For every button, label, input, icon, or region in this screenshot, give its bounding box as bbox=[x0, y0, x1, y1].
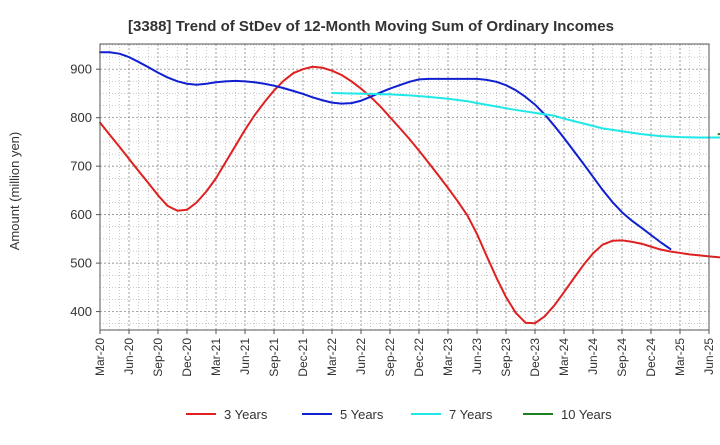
x-tick-label: Mar-22 bbox=[325, 338, 339, 376]
x-tick-label: Mar-23 bbox=[441, 338, 455, 376]
x-tick-label: Sep-24 bbox=[615, 338, 629, 377]
y-tick-label: 900 bbox=[70, 62, 92, 77]
x-tick-label: Jun-25 bbox=[702, 338, 716, 375]
x-tick-layer: Mar-20 Jun-20 Sep-20 Dec-20 Mar-21 Jun-21 Sep-… bbox=[93, 330, 716, 377]
x-tick-label: Mar-25 bbox=[673, 338, 687, 376]
y-tick-label: 700 bbox=[70, 159, 92, 174]
x-tick-label: Jun-20 bbox=[122, 338, 136, 375]
x-tick-label: Jun-24 bbox=[586, 338, 600, 375]
legend-label-7-years: 7 Years bbox=[449, 407, 493, 422]
legend-label-10-years: 10 Years bbox=[561, 407, 612, 422]
series-line-5-years bbox=[99, 51, 672, 251]
x-tick-label: Sep-23 bbox=[499, 338, 513, 377]
x-tick-label: Sep-21 bbox=[267, 338, 281, 377]
x-tick-label: Sep-20 bbox=[151, 338, 165, 377]
x-tick-label: Jun-21 bbox=[238, 338, 252, 375]
y-tick-label: 600 bbox=[70, 207, 92, 222]
y-axis-label: Amount (million yen) bbox=[7, 132, 22, 251]
x-tick-label: Mar-20 bbox=[93, 338, 107, 376]
y-tick-label: 500 bbox=[70, 256, 92, 271]
x-tick-label: Dec-23 bbox=[528, 338, 542, 377]
x-tick-label: Sep-22 bbox=[383, 338, 397, 377]
x-tick-label: Dec-22 bbox=[412, 338, 426, 377]
x-tick-label: Dec-21 bbox=[296, 338, 310, 377]
y-tick-label: 800 bbox=[70, 110, 92, 125]
x-tick-label: Dec-24 bbox=[644, 338, 658, 377]
x-tick-label: Mar-24 bbox=[557, 338, 571, 376]
x-tick-label: Mar-21 bbox=[209, 338, 223, 376]
plot-border bbox=[99, 43, 710, 331]
x-tick-label: Jun-22 bbox=[354, 338, 368, 375]
legend-label-3-years: 3 Years bbox=[224, 407, 268, 422]
series-line-3-years bbox=[99, 65, 720, 325]
x-tick-label: Dec-20 bbox=[180, 338, 194, 377]
legend: 3 Years 5 Years 7 Years 10 Years bbox=[186, 407, 612, 422]
x-tick-label: Jun-23 bbox=[470, 338, 484, 375]
y-tick-label: 400 bbox=[70, 304, 92, 319]
legend-label-5-years: 5 Years bbox=[340, 407, 384, 422]
chart-title: [3388] Trend of StDev of 12-Month Moving… bbox=[128, 18, 614, 35]
series-line-7-years bbox=[331, 91, 720, 139]
grid-layer bbox=[99, 44, 710, 330]
series-layer bbox=[99, 51, 720, 325]
y-tick-layer: 400 500 600 700 800 900 bbox=[70, 62, 100, 319]
